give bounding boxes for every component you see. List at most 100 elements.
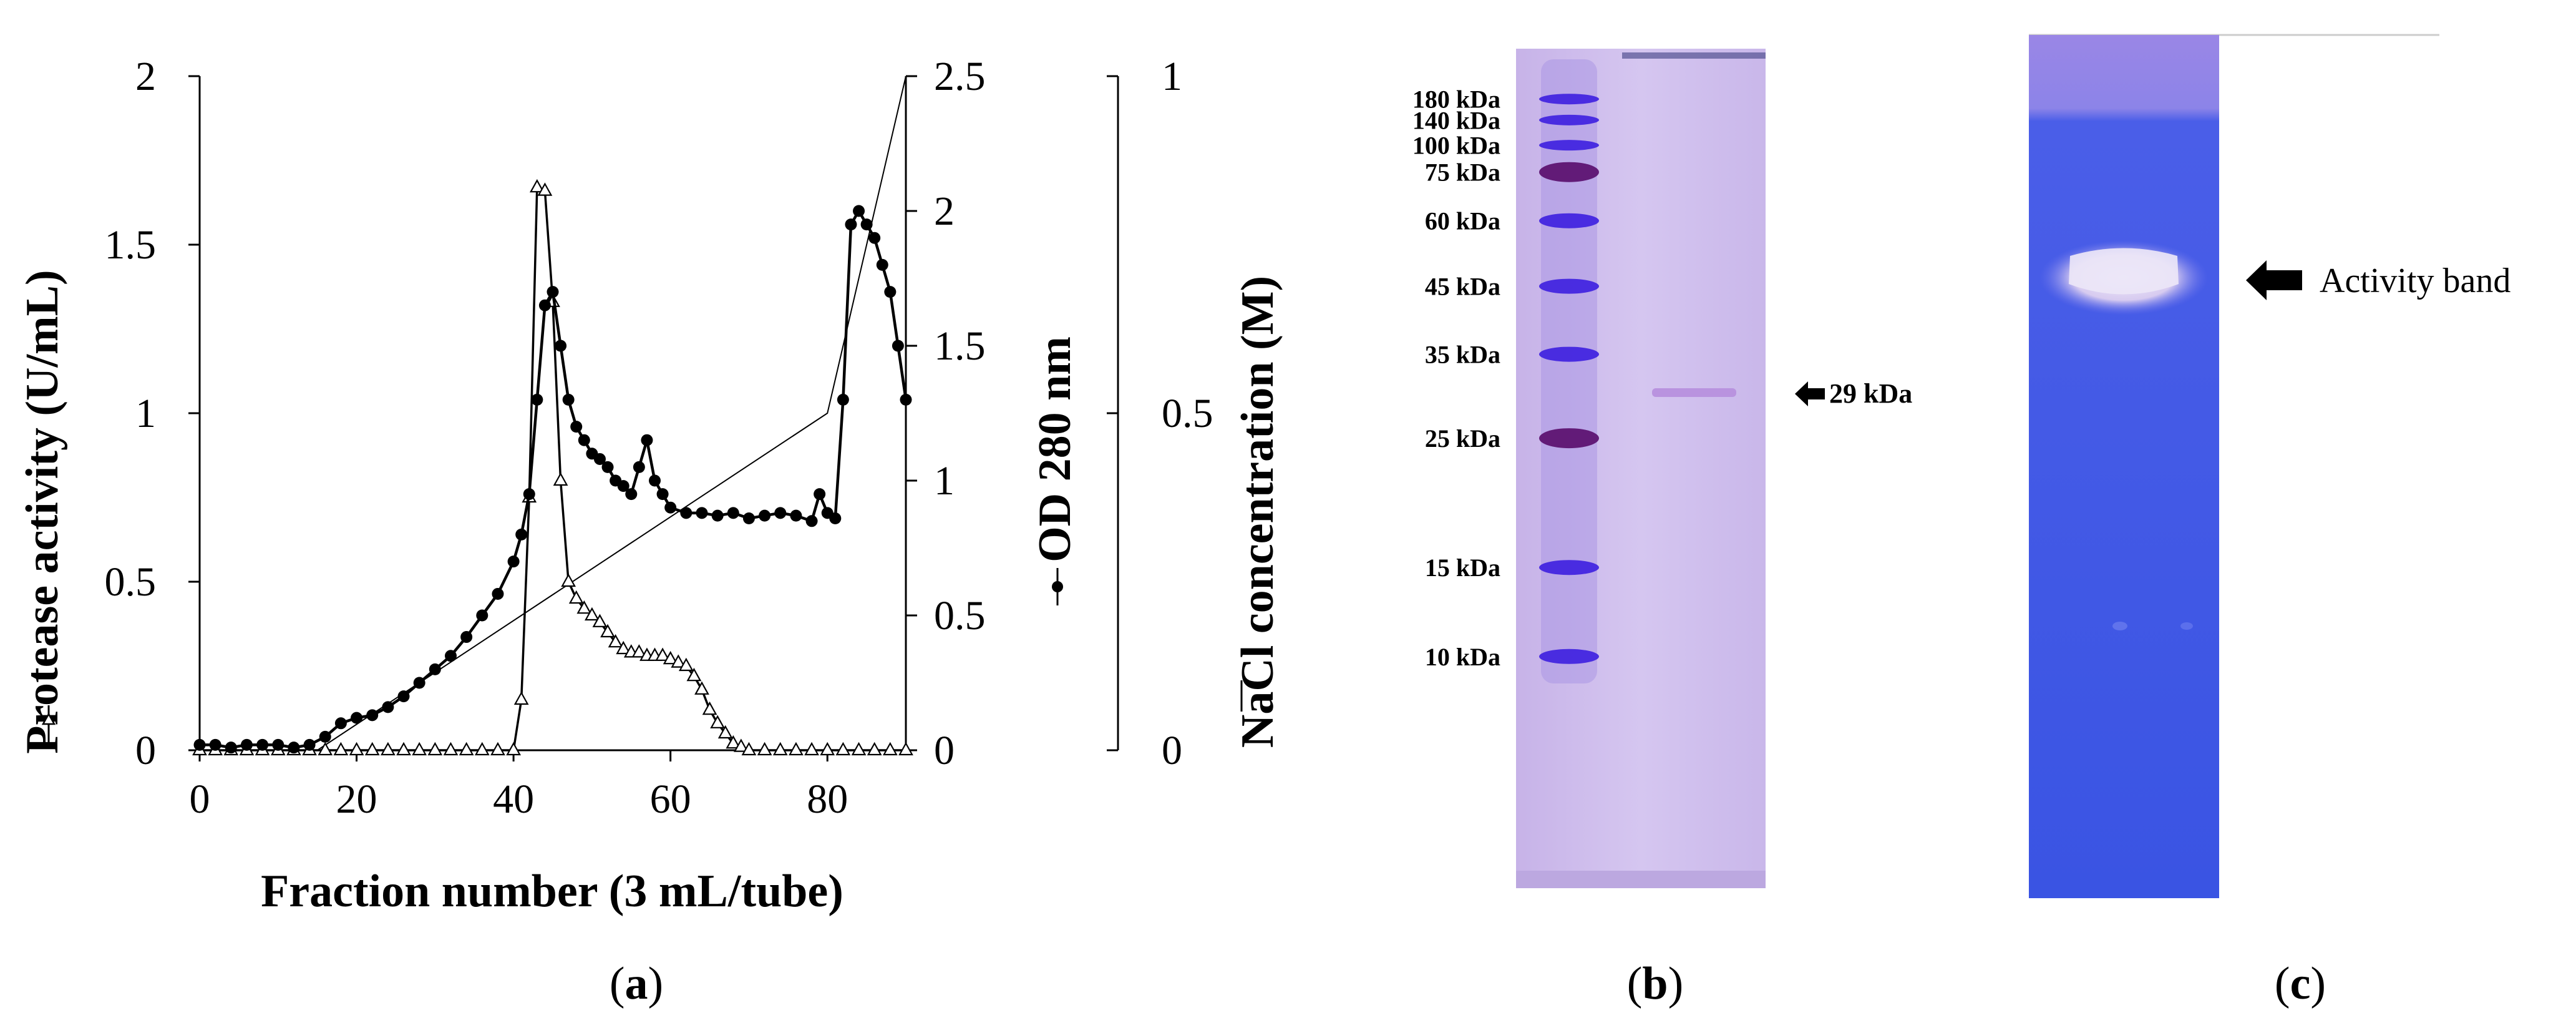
- od-point: [303, 738, 316, 751]
- od-point: [656, 488, 669, 501]
- od-point: [900, 393, 912, 406]
- activity-band: [2069, 248, 2179, 295]
- od-point: [444, 650, 457, 662]
- od-point: [814, 488, 826, 501]
- marker-label: 75 kDa: [1425, 159, 1500, 187]
- ladder-band: [1539, 649, 1599, 664]
- faint-spot: [2112, 622, 2127, 630]
- protease-point: [513, 691, 529, 705]
- ladder-band: [1539, 162, 1599, 182]
- arrow-left-icon: [2246, 260, 2302, 300]
- gel-c-background: [2029, 35, 2219, 898]
- protease-point: [867, 742, 882, 756]
- left-tick-label: 1.5: [105, 222, 157, 268]
- right2-tick-label: 1: [1162, 54, 1182, 99]
- od-point: [547, 286, 559, 298]
- protease-point: [568, 590, 584, 604]
- od-point: [892, 340, 904, 352]
- x-tick-label: 40: [493, 776, 534, 822]
- od-point: [845, 218, 857, 231]
- marker-label: 10 kDa: [1425, 643, 1500, 671]
- od-point: [727, 507, 739, 519]
- od-point: [742, 512, 755, 524]
- od-point: [272, 738, 284, 751]
- protease-point: [710, 715, 726, 728]
- nacl-line: [317, 76, 906, 751]
- ladder-band: [1539, 114, 1599, 125]
- protease-point: [380, 742, 396, 756]
- od-point: [515, 528, 528, 541]
- od-point: [507, 556, 520, 568]
- ladder-band: [1539, 346, 1599, 362]
- activity-band-label: Activity band: [2320, 262, 2510, 300]
- protease-point: [741, 742, 757, 756]
- series-od280: [193, 205, 912, 754]
- left-tick-label: 0.5: [105, 559, 157, 605]
- protease-point: [663, 650, 678, 665]
- od-point: [829, 512, 842, 524]
- marker-label: 140 kDa: [1412, 106, 1500, 134]
- right1-axis-title: OD 280 nm: [1029, 336, 1081, 562]
- left-axis-marker: [41, 705, 56, 743]
- x-tick-label: 20: [336, 776, 377, 822]
- od-point: [633, 461, 645, 473]
- od-point: [460, 631, 473, 644]
- right2-axis-title-group: NaCl concentration (M): [1232, 276, 1283, 748]
- protease-point: [789, 742, 804, 756]
- od-point: [853, 205, 865, 217]
- protease-point: [686, 667, 702, 682]
- od-point: [476, 609, 488, 622]
- marker-label: 100 kDa: [1412, 132, 1500, 160]
- od-point: [790, 509, 802, 522]
- od-point: [805, 515, 818, 527]
- od-point: [625, 488, 638, 501]
- ladder-band: [1539, 278, 1599, 294]
- protease-point: [427, 742, 443, 756]
- od-point: [319, 730, 331, 743]
- od-point: [837, 393, 849, 406]
- marker-label: 25 kDa: [1425, 424, 1500, 453]
- protease-point: [459, 742, 474, 756]
- od-point: [868, 232, 881, 244]
- left-axis-title: Protease activity (U/mL): [17, 270, 68, 753]
- od-point: [382, 701, 394, 713]
- protease-point: [671, 654, 686, 668]
- gel-b-well-line: [1622, 52, 1766, 59]
- protease-point: [364, 742, 380, 756]
- od-point: [680, 507, 693, 519]
- protease-point: [412, 742, 427, 756]
- panel-letter-a: a: [625, 958, 648, 1009]
- protease-point: [576, 600, 592, 614]
- od-point: [617, 480, 629, 492]
- protease-point: [820, 742, 835, 756]
- ladder-band: [1539, 428, 1599, 449]
- od-point: [531, 393, 543, 406]
- protease-point: [506, 742, 521, 756]
- protease-point: [631, 644, 647, 658]
- protease-point: [835, 742, 851, 756]
- od-point: [413, 677, 425, 689]
- od-point: [876, 258, 888, 271]
- protease-point: [851, 742, 867, 756]
- od-point: [523, 488, 535, 501]
- od-point: [555, 340, 567, 352]
- right1-tick-label: 0: [934, 728, 955, 773]
- panel-letter-b: b: [1642, 958, 1668, 1009]
- protease-point: [898, 742, 913, 756]
- left-axis-title-group: Protease activity (U/mL): [17, 270, 68, 753]
- ladder-band: [1539, 560, 1599, 575]
- od-point: [860, 218, 873, 231]
- faint-spot: [2180, 622, 2193, 630]
- od-point: [366, 709, 379, 722]
- protease-point: [702, 701, 717, 715]
- series-nacl-line: [317, 76, 906, 751]
- right1-axis-marker: [1052, 568, 1063, 605]
- od-point: [641, 434, 653, 446]
- protease-point: [396, 742, 411, 756]
- od-point: [649, 474, 661, 487]
- marker-label: 60 kDa: [1425, 207, 1500, 235]
